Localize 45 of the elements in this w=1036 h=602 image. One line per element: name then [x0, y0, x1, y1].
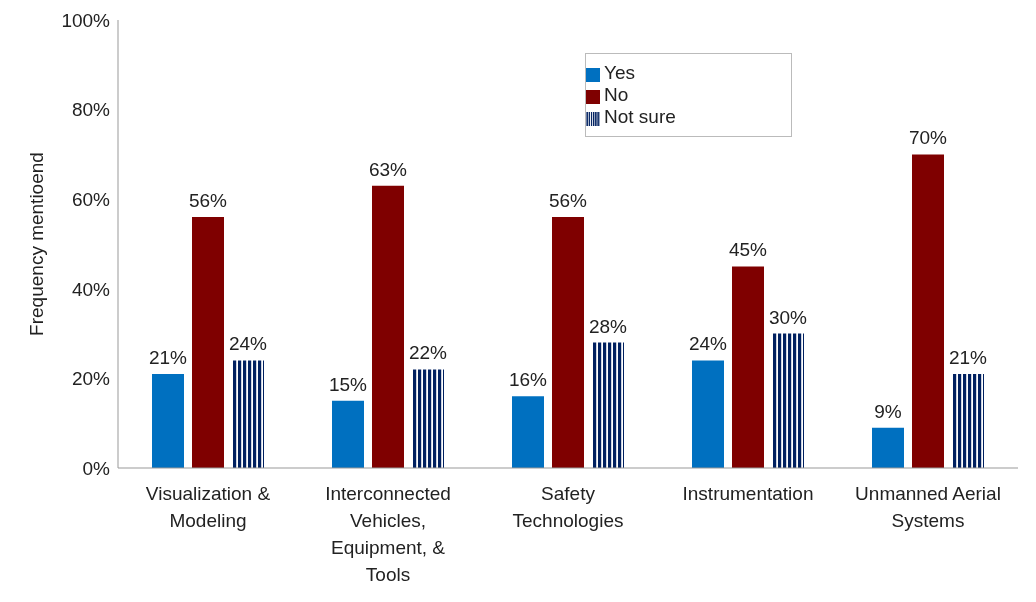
data-label: 24% — [688, 333, 728, 355]
y-axis-title: Frequency mentioend — [25, 152, 47, 336]
data-label: 15% — [328, 373, 368, 395]
data-label: 21% — [948, 346, 988, 368]
legend-label: Yes — [604, 62, 635, 83]
x-tick-label: Visualization & Modeling — [145, 483, 271, 531]
y-tick-label: 20% — [71, 368, 111, 390]
bar — [152, 373, 184, 468]
bar — [912, 154, 944, 468]
bar — [952, 373, 984, 468]
bar — [872, 427, 904, 468]
bar — [192, 217, 224, 468]
data-label: 56% — [548, 190, 588, 212]
x-tick-label: Unmanned Aerial Systems — [855, 483, 1001, 531]
y-tick-label: 40% — [71, 278, 111, 300]
bar — [232, 360, 264, 468]
bar — [332, 400, 364, 468]
data-label: 16% — [508, 369, 548, 391]
data-label: 70% — [908, 127, 948, 149]
x-tick-label: Interconnected Vehicles, Equipment, & Tools — [325, 483, 451, 585]
bar — [412, 369, 444, 468]
data-label: 56% — [188, 190, 228, 212]
data-label: 30% — [768, 306, 808, 328]
y-tick-label: 0% — [82, 457, 111, 479]
bar — [732, 266, 764, 468]
legend-label: Not sure — [604, 106, 676, 127]
data-label: 22% — [408, 342, 448, 364]
data-label: 21% — [148, 346, 188, 368]
bar — [772, 333, 804, 468]
bar — [592, 342, 624, 468]
legend-label: No — [604, 84, 629, 105]
y-tick-label: 60% — [71, 188, 111, 210]
data-label: 9% — [874, 400, 902, 422]
data-label: 24% — [228, 333, 268, 355]
bar — [552, 217, 584, 468]
x-tick-label: Safety Technologies — [512, 483, 624, 531]
bar — [512, 396, 544, 468]
y-tick-label: 80% — [71, 99, 111, 121]
bar — [372, 185, 404, 468]
data-label: 63% — [368, 158, 408, 180]
data-label: 45% — [728, 239, 768, 261]
data-label: 28% — [588, 315, 628, 337]
x-tick-label: Instrumentation — [682, 483, 814, 504]
bar — [692, 360, 724, 468]
y-tick-label: 100% — [61, 9, 111, 31]
